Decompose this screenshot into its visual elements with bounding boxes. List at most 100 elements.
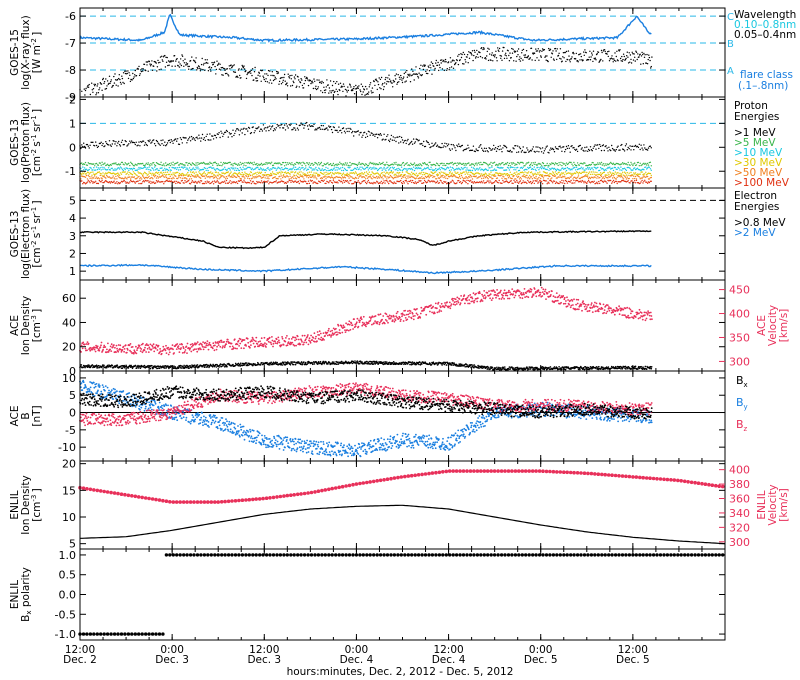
ace-b-legend-By: By bbox=[736, 396, 748, 411]
x-tick-date-3: Dec. 4 bbox=[340, 654, 374, 666]
x-tick-date-2: Dec. 3 bbox=[247, 654, 281, 666]
threshold-label-C: C bbox=[727, 12, 734, 23]
panel-5-ylabel: ENLIL Ion Density [cm-3 ] bbox=[9, 475, 43, 534]
panel-2-ytick: 2 bbox=[69, 247, 76, 260]
ace-b-legend-Bz: Bz bbox=[736, 418, 748, 433]
panel-2-ytick: 5 bbox=[69, 194, 76, 207]
panel-5-y2tick: 380 bbox=[729, 478, 750, 491]
panel-6-ytick: 0.0 bbox=[59, 589, 77, 602]
electron-legend-1: >2 MeV bbox=[734, 227, 776, 239]
svg-text:log(X-ray flux): log(X-ray flux) bbox=[20, 15, 32, 89]
panel-5-y2tick: 340 bbox=[729, 507, 750, 520]
panel-5-ytick: 10 bbox=[62, 511, 76, 524]
panel-5-y2label: ENLIL Velocity [km/s] bbox=[756, 484, 790, 525]
x-tick-date-0: Dec. 2 bbox=[63, 654, 97, 666]
panel-2-ytick: 4 bbox=[69, 212, 76, 225]
panel-5-ytick: 20 bbox=[62, 458, 76, 471]
series-0.1-0.8nm bbox=[79, 13, 652, 43]
ace-b-panel: Bx By Bz bbox=[79, 374, 748, 458]
x-tick-date-1: Dec. 3 bbox=[155, 654, 189, 666]
proton-series-3 bbox=[79, 171, 652, 177]
enlil-density-series bbox=[80, 504, 726, 545]
panel-5-y2tick: 360 bbox=[729, 493, 750, 506]
panel-6-ytick: 1.0 bbox=[59, 549, 77, 562]
electron-series-0.8 bbox=[79, 230, 652, 250]
electron-legend-title-1: Electron bbox=[734, 190, 777, 202]
x-tick-time-1: 0:00 bbox=[160, 644, 184, 656]
panel-1-ytick: -1 bbox=[65, 165, 76, 178]
proton-series-2 bbox=[79, 166, 652, 172]
panel-3-y2tick: 300 bbox=[729, 355, 750, 368]
x-tick-time-5: 0:00 bbox=[529, 644, 553, 656]
proton-series-4 bbox=[79, 174, 652, 180]
proton-legend-4: >50 MeV bbox=[734, 167, 783, 179]
panel-5-ytick: 15 bbox=[62, 484, 76, 497]
panel-0-ytick: -9 bbox=[65, 91, 76, 104]
panel-3-y2tick: 350 bbox=[729, 331, 750, 344]
series-0.05-0.4nm bbox=[79, 46, 653, 97]
ace-plasma-panel bbox=[79, 286, 653, 371]
enlil-polarity-series bbox=[78, 553, 725, 636]
panel-0-frame bbox=[79, 7, 726, 98]
x-tick-time-3: 0:00 bbox=[345, 644, 369, 656]
threshold-label-B: B bbox=[727, 39, 734, 50]
panel-1-frame bbox=[79, 96, 726, 189]
electron-legend-0: >0.8 MeV bbox=[734, 217, 786, 229]
x-tick-time-2: 12:00 bbox=[249, 644, 279, 656]
panel-3-y2tick: 450 bbox=[729, 284, 750, 297]
x-tick-date-5: Dec. 5 bbox=[524, 654, 558, 666]
panel-6-ytick: -0.5 bbox=[55, 608, 76, 621]
panel-0-ytick: -7 bbox=[65, 37, 76, 50]
enlil-velocity-series bbox=[78, 469, 725, 504]
panel-4-ytick: 5 bbox=[69, 389, 76, 402]
panel-4-ytick: -5 bbox=[65, 424, 76, 437]
panel-1-ylabel: GOES-13 log(Proton flux) [cm-2 s-1 sr-1 ] bbox=[9, 102, 43, 183]
ace-velocity-series bbox=[79, 286, 653, 356]
threshold-label-A: A bbox=[727, 66, 734, 77]
proton-legend-0: >1 MeV bbox=[734, 127, 776, 139]
x-tick-date-6: Dec. 5 bbox=[616, 654, 650, 666]
panel-3-y2label: ACE Velocity [km/s] bbox=[756, 305, 790, 346]
panel-3-ytick: 20 bbox=[62, 341, 76, 354]
proton-legend-title-2: Energies bbox=[734, 111, 779, 123]
proton-legend-5: >100 MeV bbox=[734, 177, 790, 189]
xray-legend-title: Wavelength bbox=[734, 9, 796, 21]
flare-class-label: flare class bbox=[740, 69, 793, 81]
x-tick-time-6: 12:00 bbox=[618, 644, 648, 656]
xray-legend-1: 0.05–0.4nm bbox=[734, 29, 796, 41]
x-axis-title: hours:minutes, Dec. 2, 2012 - Dec. 5, 20… bbox=[287, 666, 514, 678]
panel-3-ylabel: ACE Ion Density [cm-3 ] bbox=[9, 296, 43, 355]
proton-series-0 bbox=[79, 121, 652, 154]
svg-text:[cm-2 s-1 sr-1 ]: [cm-2 s-1 sr-1 ] bbox=[30, 109, 43, 176]
proton-series-5 bbox=[79, 179, 652, 185]
panel-3-y2tick: 400 bbox=[729, 308, 750, 321]
panel-2-ylabel: GOES-13 log(Electron flux) [cm-2 s-1 sr-1 … bbox=[9, 189, 43, 279]
panel-3-frame bbox=[79, 279, 726, 372]
x-tick-time-4: 12:00 bbox=[433, 644, 463, 656]
panel-5-y2tick: 300 bbox=[729, 536, 750, 549]
panel-0-ytick: -6 bbox=[65, 10, 76, 23]
proton-legend-title-1: Proton bbox=[734, 100, 768, 112]
x-tick-time-0: 12:00 bbox=[65, 644, 95, 656]
panel-3-ytick: 40 bbox=[62, 316, 76, 329]
panel-1-ytick: 0 bbox=[69, 141, 76, 154]
electron-legend-title-2: Energies bbox=[734, 201, 779, 213]
panel-3-ytick: 60 bbox=[62, 292, 76, 305]
panel-4-ytick: 0 bbox=[69, 407, 76, 420]
xray-legend-0: 0.10–0.8nm bbox=[734, 19, 796, 31]
proton-legend-3: >30 MeV bbox=[734, 157, 783, 169]
svg-text:GOES-15: GOES-15 bbox=[9, 29, 21, 76]
svg-text:[W m-2 ]: [W m-2 ] bbox=[30, 32, 43, 73]
proton-series-1 bbox=[79, 161, 652, 167]
panel-6-ytick: 0.5 bbox=[59, 569, 77, 582]
proton-legend-1: >5 MeV bbox=[734, 137, 776, 149]
enlil-plasma-panel bbox=[78, 469, 726, 545]
panel-6-ytick: -1.0 bbox=[55, 628, 76, 641]
ace-density-series bbox=[79, 360, 653, 371]
ace-b-legend-Bx: Bx bbox=[736, 374, 748, 389]
panel-5-y2tick: 320 bbox=[729, 521, 750, 534]
panel-4-ytick: -10 bbox=[58, 441, 76, 454]
